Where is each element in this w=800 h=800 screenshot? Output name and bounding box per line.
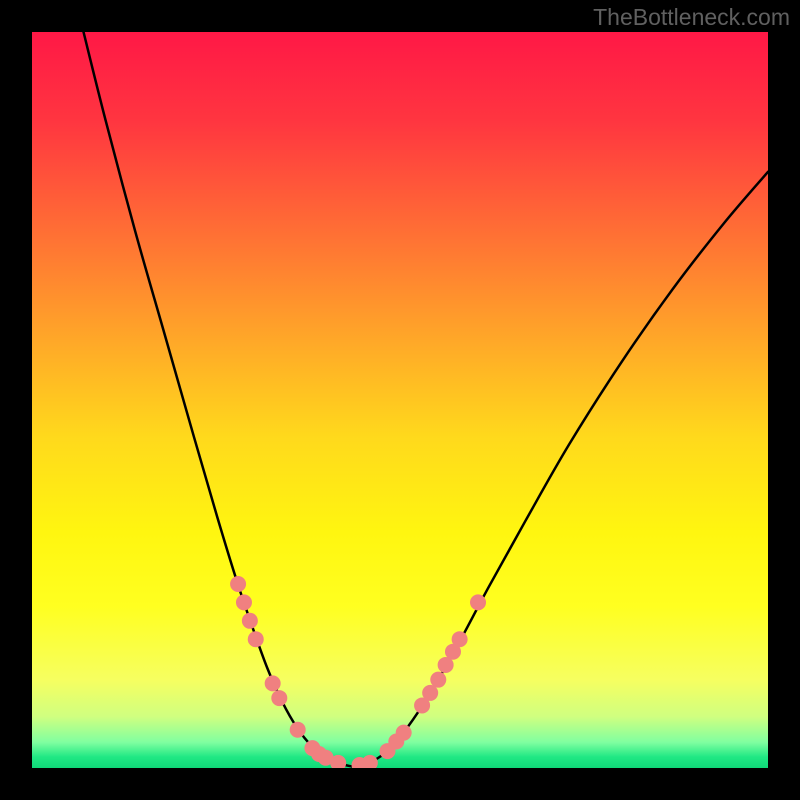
data-marker [430,672,446,688]
data-marker [265,675,281,691]
data-marker [242,613,258,629]
data-marker [396,725,412,741]
data-marker [470,594,486,610]
data-marker [422,685,438,701]
data-marker [236,594,252,610]
data-marker [230,576,246,592]
curve-layer [32,32,768,768]
curve-left-branch [84,32,353,767]
data-marker [248,631,264,647]
data-marker [452,631,468,647]
figure-container: TheBottleneck.com [0,0,800,800]
watermark-text: TheBottleneck.com [593,4,790,31]
data-marker [362,755,378,768]
data-marker [290,722,306,738]
plot-area [32,32,768,768]
data-marker [271,690,287,706]
curve-right-branch [352,172,768,767]
